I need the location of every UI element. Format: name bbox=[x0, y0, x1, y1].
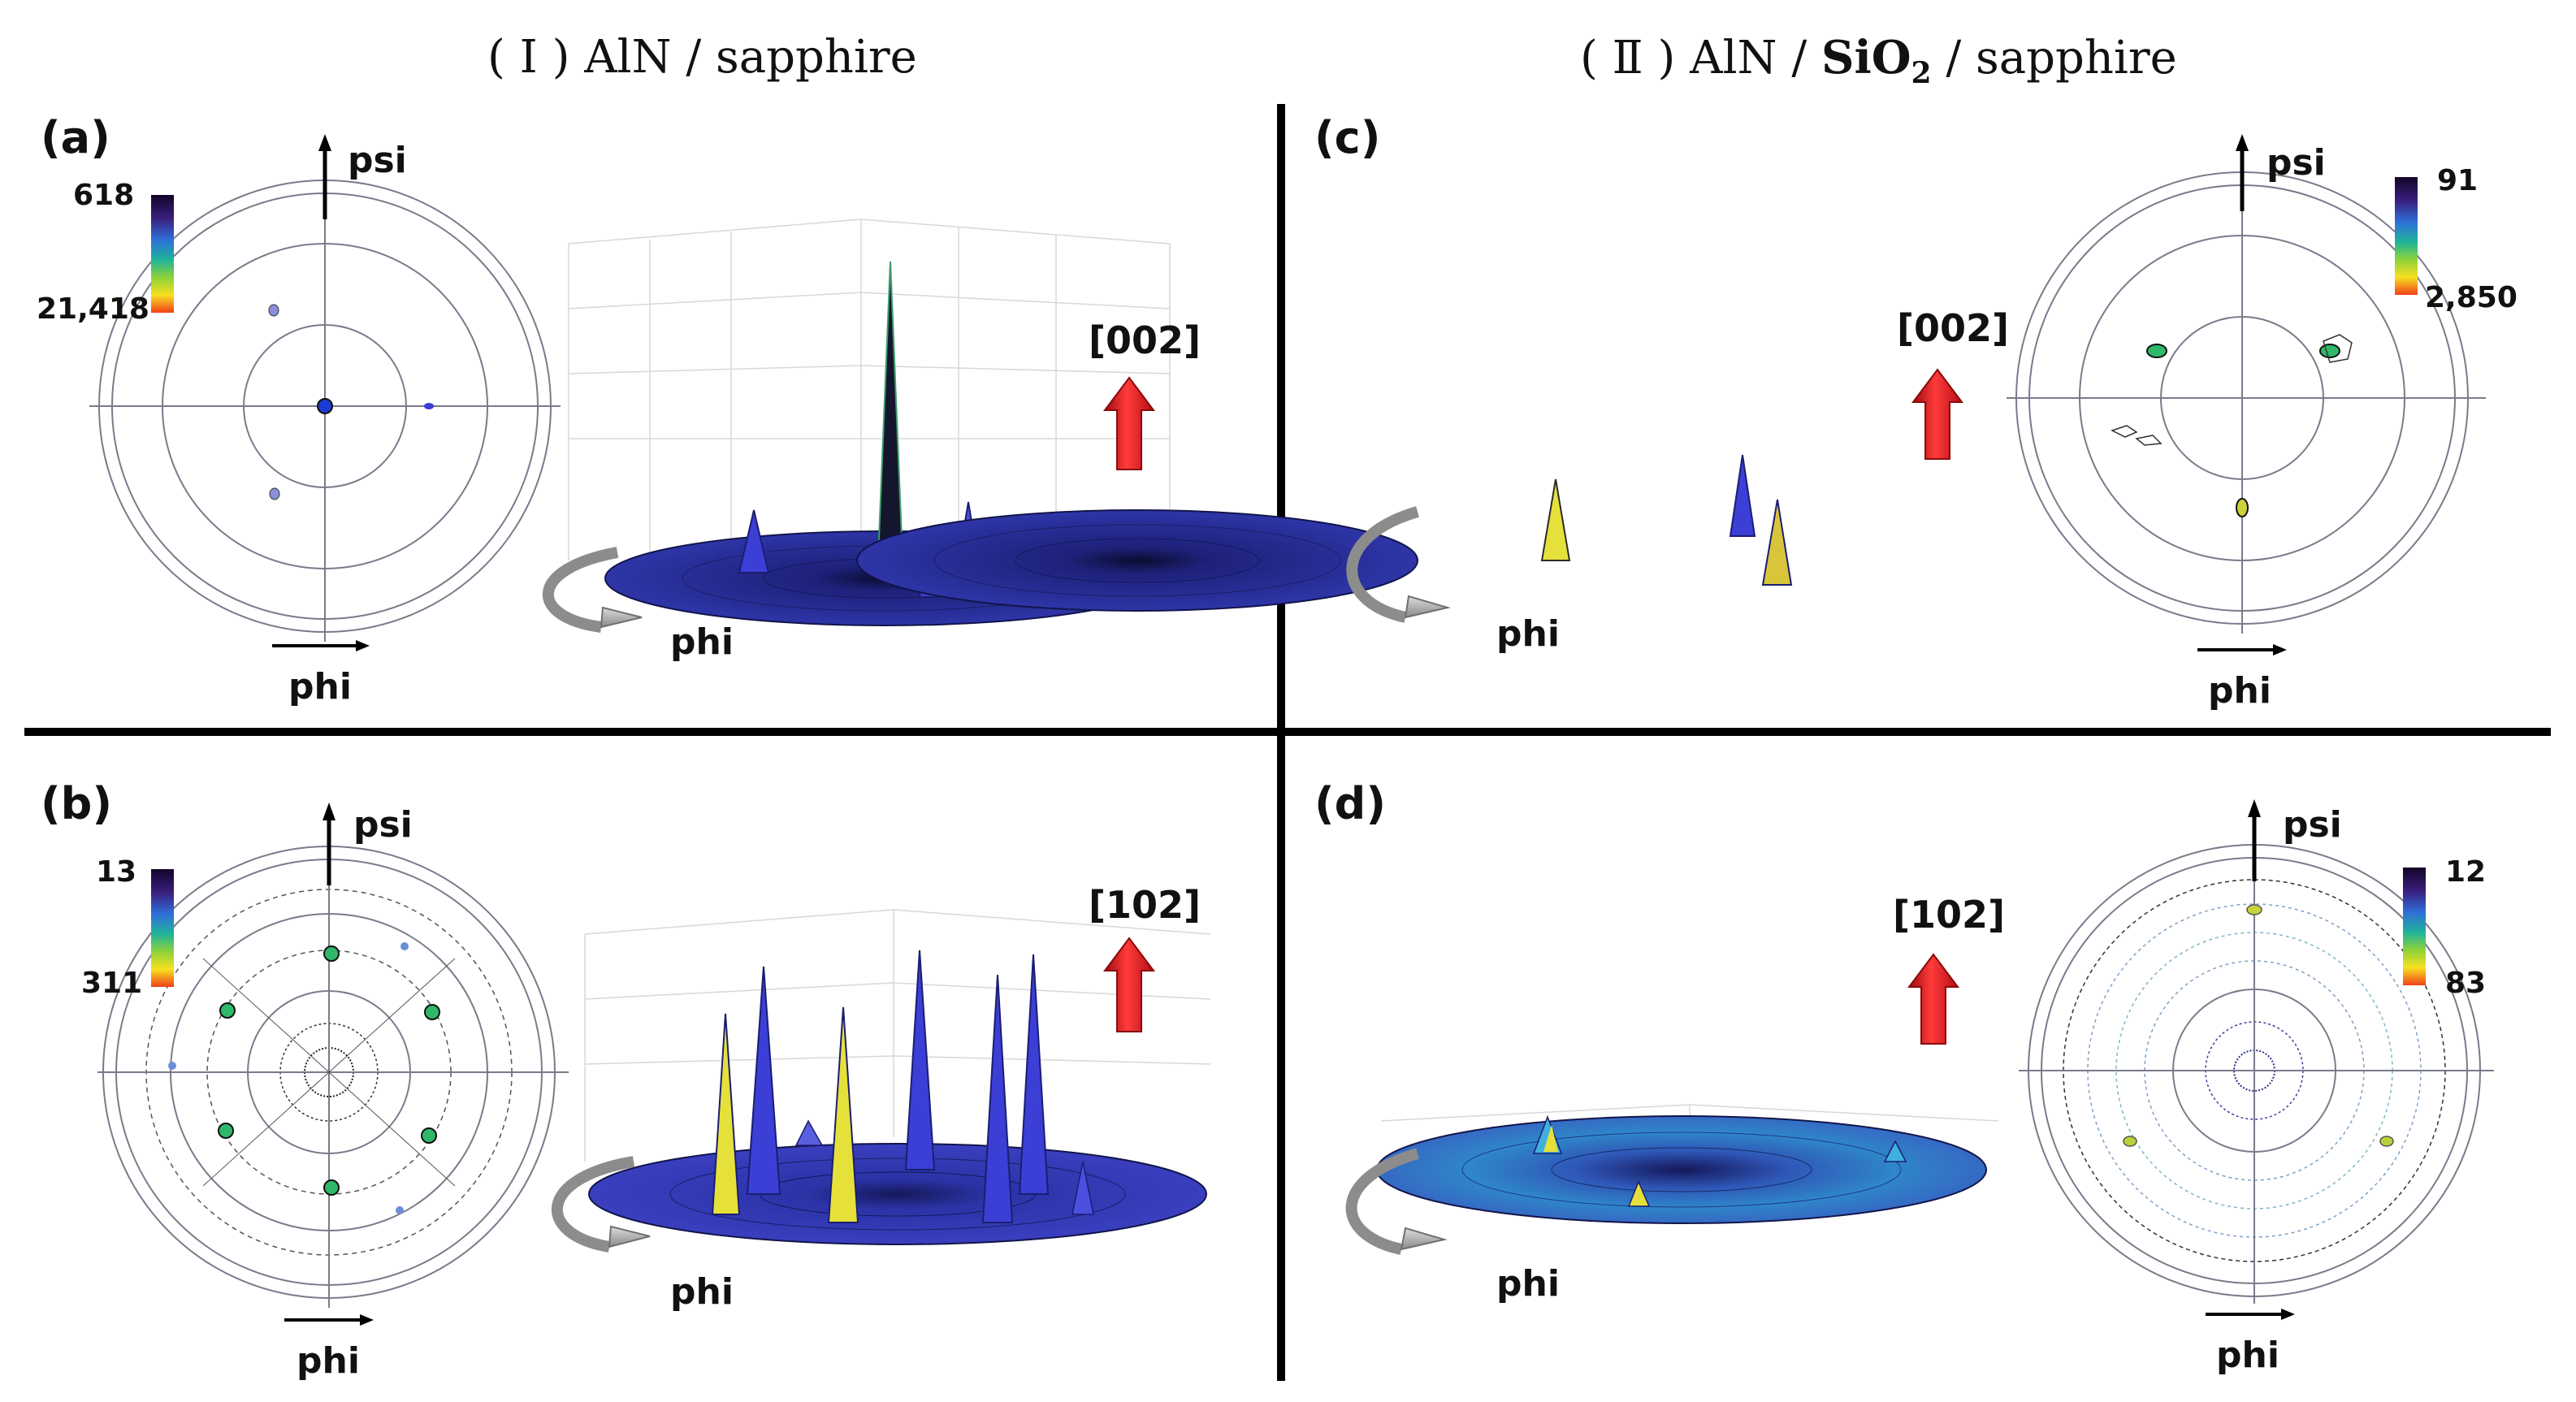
pole-spots-b bbox=[168, 942, 440, 1214]
phi-label-3d-c: phi bbox=[1496, 613, 1560, 655]
panel-label-a: (a) bbox=[41, 112, 110, 163]
colorbar-min-d: 83 bbox=[2445, 967, 2486, 1000]
colorbar-max-d: 12 bbox=[2445, 855, 2486, 889]
panel-c: phi [002] psi phi 91 2,850 bbox=[856, 134, 2518, 712]
peak bbox=[738, 509, 770, 573]
column-title-1: ( Ⅰ ) AlN / sapphire bbox=[487, 31, 917, 84]
column-text-2a: AlN / bbox=[1690, 32, 1821, 84]
colorbar-max-b: 13 bbox=[96, 855, 136, 889]
panel-label-b: (b) bbox=[41, 778, 113, 829]
panel-label-c: (c) bbox=[1314, 112, 1381, 163]
rotation-arrow-d bbox=[1345, 1148, 1448, 1255]
colorbar-d bbox=[2403, 868, 2426, 985]
psi-label-a: psi bbox=[348, 140, 407, 181]
direction-label-b: [102] bbox=[1089, 883, 1201, 927]
direction-arrow-d bbox=[1907, 953, 1959, 1045]
rotation-arrow-a bbox=[542, 547, 643, 633]
column-text-2c: / sapphire bbox=[1931, 32, 2177, 84]
colorbar-a bbox=[151, 195, 174, 313]
vertical-divider bbox=[1277, 104, 1285, 1381]
panel-b: psi phi 13 311 bbox=[81, 803, 1211, 1382]
pole-spot-center bbox=[317, 398, 333, 414]
horizontal-divider bbox=[24, 728, 2551, 736]
panel-label-d: (d) bbox=[1314, 778, 1387, 829]
direction-label-a: [002] bbox=[1089, 318, 1201, 362]
phi-label-b: phi bbox=[297, 1340, 360, 1382]
surface-plot-b bbox=[584, 909, 1211, 1245]
direction-arrow-b bbox=[1103, 937, 1155, 1032]
psi-label-d: psi bbox=[2283, 804, 2342, 846]
column-text-2b: SiO bbox=[1821, 31, 1911, 84]
phi-arrowhead bbox=[2281, 1309, 2295, 1320]
surface-plot-c bbox=[856, 454, 1793, 612]
panel-a: psi phi 618 21,418 bbox=[37, 134, 1201, 707]
pole-spot bbox=[424, 403, 434, 409]
colorbar-max-a: 618 bbox=[73, 179, 134, 212]
phi-label-3d-a: phi bbox=[670, 621, 734, 663]
direction-arrow-c bbox=[1911, 368, 1963, 460]
colorbar-max-c: 91 bbox=[2437, 164, 2478, 197]
pole-spot bbox=[269, 487, 280, 500]
phi-arrowhead bbox=[2273, 644, 2287, 656]
column-title-2: ( Ⅱ ) AlN / SiO2 / sapphire bbox=[1580, 31, 2177, 90]
pole-spots-c bbox=[2111, 334, 2353, 517]
psi-label-b: psi bbox=[353, 804, 413, 846]
phi-label-3d-b: phi bbox=[670, 1271, 734, 1313]
phi-arrowhead bbox=[356, 640, 370, 651]
psi-arrowhead bbox=[323, 803, 336, 820]
phi-arrowhead bbox=[360, 1314, 374, 1326]
colorbar-min-a: 21,418 bbox=[37, 292, 149, 326]
pole-spot bbox=[268, 304, 279, 317]
pole-spots-d bbox=[2123, 904, 2394, 1147]
direction-label-c: [002] bbox=[1897, 306, 2009, 350]
phi-label-3d-d: phi bbox=[1496, 1263, 1560, 1305]
direction-label-d: [102] bbox=[1893, 893, 2005, 937]
peak bbox=[876, 261, 905, 579]
column-numeral-2: ( Ⅱ ) bbox=[1580, 32, 1676, 84]
column-numeral-1: ( Ⅰ ) bbox=[487, 31, 570, 84]
rotation-arrow-c bbox=[1346, 506, 1451, 623]
psi-arrowhead bbox=[2248, 799, 2261, 817]
colorbar-b bbox=[151, 869, 174, 987]
psi-arrowhead bbox=[318, 134, 331, 151]
surface-plot-d bbox=[1376, 1104, 1999, 1224]
phi-label-a: phi bbox=[288, 666, 352, 707]
colorbar-c bbox=[2395, 177, 2418, 295]
colorbar-min-b: 311 bbox=[81, 967, 142, 1000]
direction-arrow-a bbox=[1103, 376, 1155, 470]
phi-label-d: phi bbox=[2216, 1335, 2279, 1376]
rotation-arrow-b bbox=[551, 1156, 651, 1253]
column-text-1: AlN / sapphire bbox=[584, 31, 917, 84]
phi-label-c: phi bbox=[2208, 670, 2271, 712]
psi-arrowhead bbox=[2236, 134, 2249, 151]
panel-d: phi [102] psi phi 12 83 bbox=[1345, 799, 2494, 1376]
psi-label-c: psi bbox=[2266, 142, 2326, 184]
column-text-2-sub: 2 bbox=[1911, 56, 1932, 91]
colorbar-min-c: 2,850 bbox=[2425, 281, 2518, 314]
